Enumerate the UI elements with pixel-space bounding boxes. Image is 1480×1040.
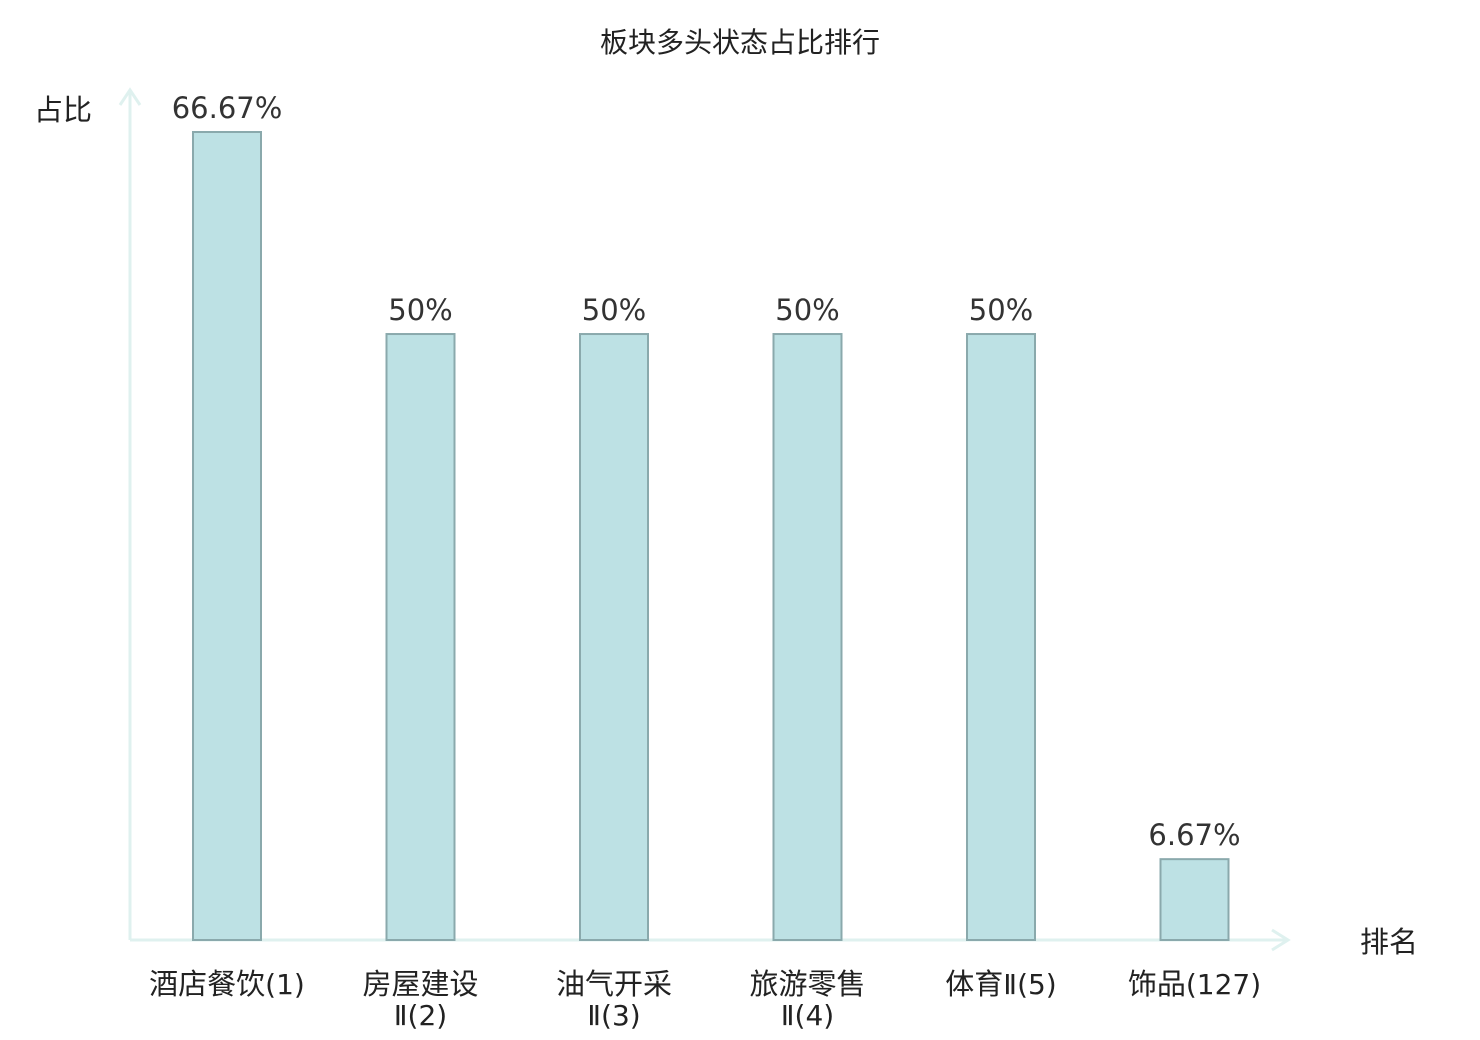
value-label-6: 6.67% xyxy=(1148,818,1240,852)
value-label-3: 50% xyxy=(582,293,646,327)
value-label-5: 50% xyxy=(969,293,1033,327)
category-label-3: 油气开采 Ⅱ(3) xyxy=(556,967,672,1032)
bar-6 xyxy=(1159,858,1230,941)
category-label-1: 酒店餐饮(1) xyxy=(149,967,305,1001)
x-axis xyxy=(130,928,1291,952)
category-label-6: 饰品(127) xyxy=(1128,967,1261,1001)
bar-3 xyxy=(579,333,649,942)
chart-title: 板块多头状态占比排行 xyxy=(600,26,880,59)
bar-2 xyxy=(385,333,456,942)
value-label-2: 50% xyxy=(388,293,452,327)
bar-5 xyxy=(966,333,1036,942)
bar-1 xyxy=(192,131,262,941)
value-labels: 66.67% 50% 50% 50% 50% 6.67% xyxy=(172,91,1241,852)
bars xyxy=(192,131,1230,942)
value-label-4: 50% xyxy=(775,293,839,327)
category-label-4: 旅游零售 Ⅱ(4) xyxy=(749,967,865,1032)
category-label-2: 房屋建设 Ⅱ(2) xyxy=(362,967,478,1032)
x-axis-label: 排名 xyxy=(1360,925,1418,959)
category-labels: 酒店餐饮(1) 房屋建设 Ⅱ(2) 油气开采 Ⅱ(3) 旅游零售 Ⅱ(4) 体育Ⅱ(5) 饰品(… xyxy=(149,967,1261,1032)
y-axis xyxy=(118,87,142,940)
y-axis-label: 占比 xyxy=(34,93,92,127)
category-label-5: 体育Ⅱ(5) xyxy=(945,967,1056,1001)
value-label-1: 66.67% xyxy=(172,91,283,125)
bar-4 xyxy=(772,333,843,942)
